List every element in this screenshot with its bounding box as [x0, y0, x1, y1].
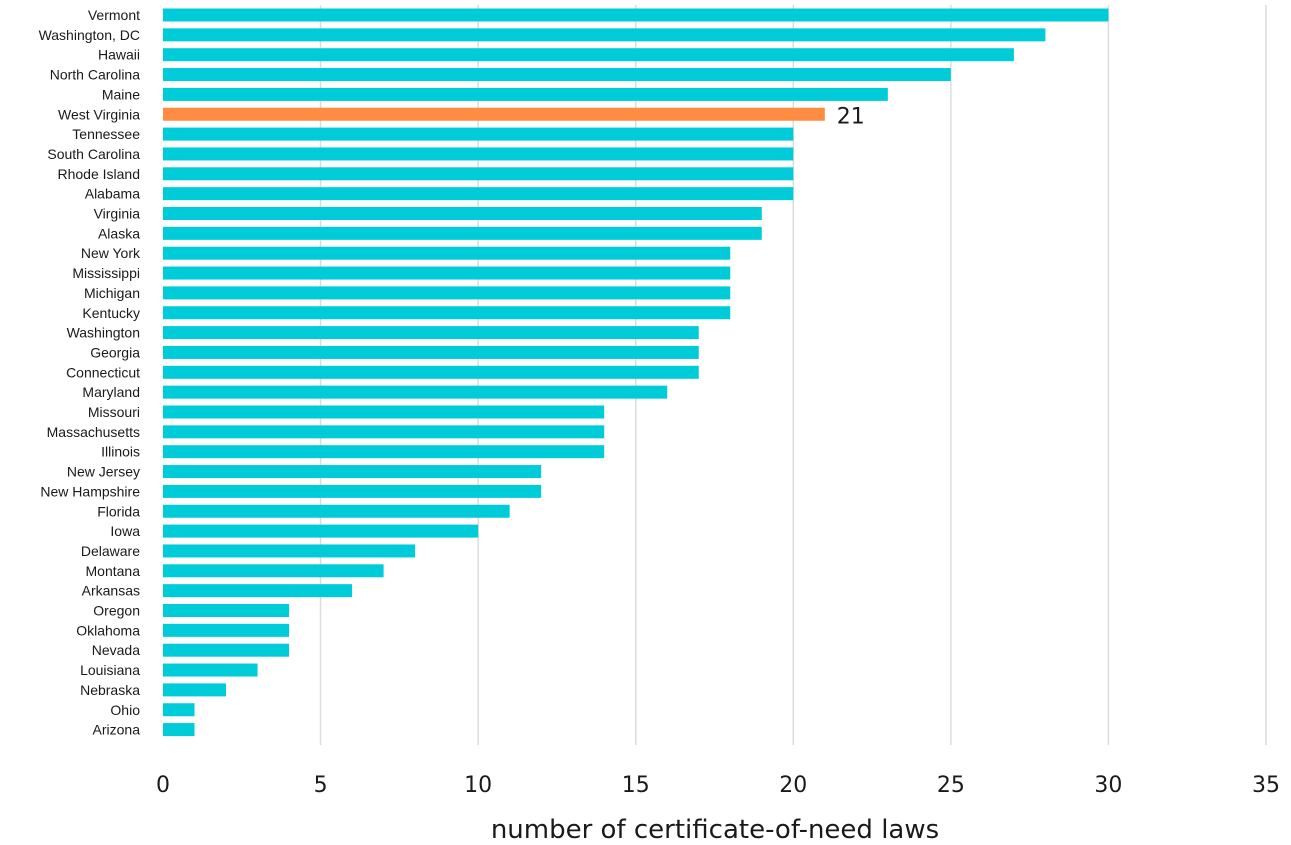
- category-label: Kentucky: [82, 305, 140, 321]
- bar: [163, 604, 289, 617]
- bar: [163, 703, 195, 716]
- bar: [163, 267, 730, 280]
- category-label: South Carolina: [47, 146, 140, 162]
- category-label: Maryland: [82, 384, 140, 400]
- bar: [163, 326, 699, 339]
- category-label: Hawaii: [98, 47, 140, 63]
- category-label: Washington: [67, 325, 140, 341]
- category-label: Florida: [97, 503, 140, 519]
- bar: [163, 644, 289, 657]
- bar-highlight: [163, 108, 825, 121]
- category-label: Rhode Island: [57, 166, 140, 182]
- category-label: Oklahoma: [76, 622, 140, 638]
- x-tick-label: 35: [1252, 773, 1280, 798]
- category-label: Oregon: [93, 603, 140, 619]
- category-label: Virginia: [94, 206, 141, 222]
- category-label: Montana: [86, 563, 141, 579]
- category-label: Louisiana: [80, 662, 140, 678]
- category-label: Nevada: [92, 642, 140, 658]
- bar: [163, 584, 352, 597]
- bar: [163, 247, 730, 260]
- bar: [163, 68, 951, 81]
- category-label: New Hampshire: [40, 483, 140, 499]
- bar: [163, 465, 541, 478]
- x-tick-label: 5: [314, 773, 328, 798]
- category-label: New York: [81, 245, 141, 261]
- x-tick-label: 10: [464, 773, 492, 798]
- category-label: Washington, DC: [39, 27, 140, 43]
- bar: [163, 128, 793, 141]
- x-axis-ticks: 0 5 10 15 20 25 30 35: [156, 773, 1280, 798]
- category-label: Michigan: [84, 285, 140, 301]
- bar: [163, 425, 604, 438]
- bar: [163, 48, 1014, 61]
- category-label: Connecticut: [66, 364, 140, 380]
- x-axis-title: number of certificate-of-need laws: [491, 815, 939, 845]
- category-label: Massachusetts: [47, 424, 140, 440]
- bar: [163, 306, 730, 319]
- category-label: Alabama: [85, 186, 140, 202]
- bar: [163, 227, 762, 240]
- x-tick-label: 25: [937, 773, 965, 798]
- bar: [163, 28, 1045, 41]
- bar: [163, 207, 762, 220]
- bar: [163, 525, 478, 538]
- category-label: Mississippi: [72, 265, 140, 281]
- category-label: Nebraska: [80, 682, 140, 698]
- bar: [163, 366, 699, 379]
- bar: [163, 445, 604, 458]
- category-label: Iowa: [110, 523, 140, 539]
- bar: [163, 505, 510, 518]
- bar: [163, 723, 195, 736]
- category-label: Ohio: [110, 702, 140, 718]
- category-label: North Carolina: [50, 67, 140, 83]
- bar: [163, 147, 793, 160]
- category-label: Tennessee: [72, 126, 140, 142]
- bar: [163, 346, 699, 359]
- bar: [163, 564, 384, 577]
- category-labels: Vermont Washington, DC Hawaii North Carolin…: [39, 7, 141, 738]
- category-label: Alaska: [98, 225, 140, 241]
- category-label: West Virginia: [58, 106, 140, 122]
- category-label: Delaware: [81, 543, 140, 559]
- bar: [163, 624, 289, 637]
- highlight-value-label: 21: [837, 104, 865, 129]
- category-label: Missouri: [88, 404, 140, 420]
- bar: [163, 286, 730, 299]
- bar: [163, 187, 793, 200]
- bar: [163, 683, 226, 696]
- category-label: Arkansas: [82, 583, 140, 599]
- category-label: New Jersey: [67, 464, 140, 480]
- category-label: Arizona: [93, 722, 141, 738]
- category-label: Vermont: [88, 7, 140, 23]
- bar: [163, 406, 604, 419]
- bar: [163, 664, 258, 677]
- category-label: Georgia: [90, 344, 140, 360]
- bar: [163, 167, 793, 180]
- bar: [163, 88, 888, 101]
- bar: [163, 9, 1108, 22]
- bar: [163, 544, 415, 557]
- x-tick-label: 20: [779, 773, 807, 798]
- category-label: Illinois: [101, 444, 140, 460]
- bar: [163, 485, 541, 498]
- bar: [163, 386, 667, 399]
- category-label: Maine: [102, 86, 140, 102]
- x-tick-label: 30: [1094, 773, 1122, 798]
- x-tick-label: 15: [622, 773, 650, 798]
- x-tick-label: 0: [156, 773, 170, 798]
